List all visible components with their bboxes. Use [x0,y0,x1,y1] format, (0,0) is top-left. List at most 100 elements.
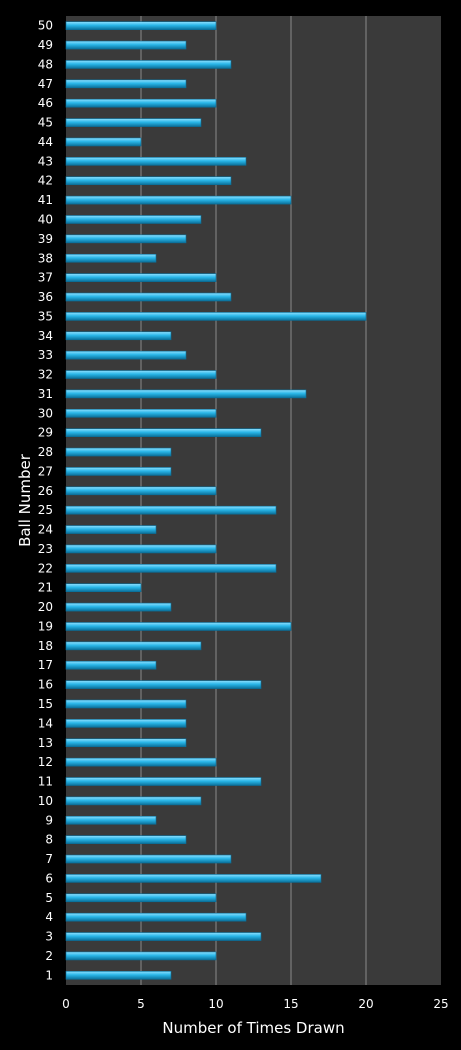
bar-ball-20 [65,602,172,612]
y-tick-label-13: 13 [38,736,53,750]
bar-ball-9 [65,815,157,825]
y-tick-label-50: 50 [38,19,53,33]
bar-ball-12 [65,757,217,767]
bar-ball-46 [65,98,217,108]
bar-ball-10 [65,796,202,806]
x-axis-title: Number of Times Drawn [162,1019,344,1037]
bar-ball-27 [65,467,172,476]
y-tick-label-36: 36 [38,290,53,304]
bar-ball-45 [65,118,202,127]
y-tick-label-41: 41 [38,193,53,207]
y-tick-label-31: 31 [38,387,53,401]
bar-ball-8 [65,835,187,844]
x-tick-label-5: 5 [137,997,145,1011]
y-tick-label-26: 26 [38,484,53,498]
y-tick-label-27: 27 [38,464,53,478]
y-tick-label-29: 29 [38,426,53,440]
y-tick-label-5: 5 [45,891,53,905]
bar-ball-26 [65,486,217,496]
bar-ball-21 [65,583,142,593]
bar-ball-31 [65,389,307,399]
bar-ball-4 [65,912,247,922]
bar-ball-42 [65,176,232,186]
bar-ball-37 [65,273,217,282]
bar-ball-24 [65,525,157,534]
bar-ball-50 [65,21,217,30]
y-tick-label-43: 43 [38,154,53,168]
y-tick-label-33: 33 [38,348,53,362]
y-tick-label-6: 6 [45,871,53,885]
x-tick-labels: 0 5 10 15 20 25 [62,997,448,1011]
x-tick-label-15: 15 [283,997,298,1011]
bar-ball-18 [65,641,202,651]
y-tick-label-8: 8 [45,833,53,847]
y-tick-labels: 1234567891011121314151617181920212223242… [38,19,53,983]
bar-ball-23 [65,544,217,554]
y-tick-label-34: 34 [38,329,53,343]
y-tick-label-49: 49 [38,38,53,52]
y-tick-label-14: 14 [38,716,53,730]
bar-ball-33 [65,350,187,360]
y-tick-label-1: 1 [45,968,53,982]
y-tick-label-11: 11 [38,775,53,789]
bar-ball-22 [65,564,277,573]
bar-ball-41 [65,195,292,205]
y-tick-label-48: 48 [38,57,53,71]
y-tick-label-28: 28 [38,445,53,459]
y-tick-label-42: 42 [38,174,53,188]
bar-ball-2 [65,951,217,961]
y-tick-label-38: 38 [38,251,53,265]
bar-ball-35 [65,312,367,321]
y-tick-label-24: 24 [38,523,53,537]
y-tick-label-37: 37 [38,271,53,285]
y-tick-label-2: 2 [45,949,53,963]
y-tick-label-23: 23 [38,542,53,556]
bar-ball-30 [65,408,217,418]
x-tick-label-0: 0 [62,997,70,1011]
y-tick-label-12: 12 [38,755,53,769]
y-tick-label-40: 40 [38,212,53,226]
bar-ball-7 [65,854,232,864]
y-tick-label-47: 47 [38,77,53,91]
y-tick-label-21: 21 [38,581,53,595]
x-tick-label-10: 10 [208,997,223,1011]
bar-ball-28 [65,447,172,457]
bar-ball-6 [65,874,322,883]
y-tick-label-17: 17 [38,658,53,672]
bar-ball-34 [65,331,172,341]
bars [65,21,367,980]
y-tick-label-32: 32 [38,368,53,382]
y-tick-label-25: 25 [38,503,53,517]
bar-ball-13 [65,738,187,748]
y-tick-label-16: 16 [38,678,53,692]
bar-ball-3 [65,932,262,941]
bar-ball-40 [65,215,202,224]
bar-ball-15 [65,699,187,709]
y-tick-label-15: 15 [38,697,53,711]
x-tick-label-20: 20 [358,997,373,1011]
y-tick-label-22: 22 [38,561,53,575]
y-tick-label-10: 10 [38,794,53,808]
bar-ball-47 [65,79,187,89]
y-tick-label-4: 4 [45,910,53,924]
y-tick-label-3: 3 [45,930,53,944]
bar-ball-14 [65,719,187,728]
bar-ball-11 [65,777,262,786]
bar-ball-1 [65,971,172,980]
x-tick-label-25: 25 [433,997,448,1011]
y-tick-label-9: 9 [45,813,53,827]
bar-ball-38 [65,253,157,263]
bar-ball-5 [65,893,217,903]
bar-ball-16 [65,680,262,689]
bar-ball-25 [65,505,277,515]
y-tick-label-44: 44 [38,135,53,149]
bar-ball-43 [65,157,247,166]
y-tick-label-18: 18 [38,639,53,653]
bar-ball-48 [65,60,232,69]
y-tick-label-35: 35 [38,309,53,323]
y-tick-label-7: 7 [45,852,53,866]
y-tick-label-39: 39 [38,232,53,246]
bar-ball-39 [65,234,187,244]
